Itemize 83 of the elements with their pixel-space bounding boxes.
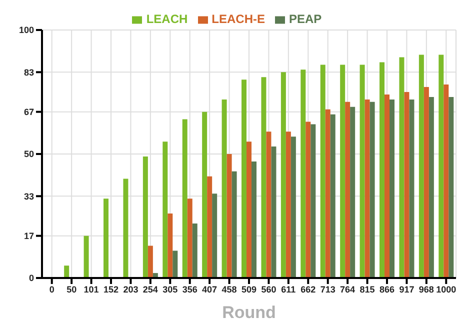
legend-label: LEACH-E [212, 12, 265, 26]
bar [168, 214, 173, 278]
bar [428, 96, 434, 278]
bar [418, 54, 424, 278]
bar [310, 124, 316, 278]
bar [286, 132, 291, 278]
bar [64, 266, 70, 278]
bar [261, 77, 266, 278]
x-tick-label: 713 [320, 284, 336, 294]
bar [384, 94, 390, 278]
bar [330, 114, 336, 278]
bar [364, 99, 370, 278]
bar [212, 194, 218, 278]
bar [123, 178, 128, 278]
x-tick-label: 101 [84, 284, 99, 294]
bar [345, 102, 350, 278]
bar [350, 106, 356, 278]
bar [340, 64, 346, 278]
x-tick-label: 254 [142, 284, 158, 294]
bar [222, 99, 227, 278]
bar [448, 96, 454, 278]
bar [252, 161, 257, 278]
bar [290, 136, 296, 278]
x-tick-label: 1000 [436, 284, 456, 294]
bar [172, 250, 178, 278]
x-tick-label: 968 [418, 284, 434, 294]
bar [370, 102, 375, 278]
x-tick-label: 0 [49, 284, 54, 294]
bar [226, 154, 232, 278]
y-tick-label: 83 [24, 67, 34, 78]
bar [438, 54, 444, 278]
bar [192, 223, 198, 278]
bar [325, 109, 330, 278]
x-tick-label: 662 [300, 284, 316, 294]
y-tick-label: 50 [24, 149, 34, 160]
legend-label: PEAP [289, 12, 322, 26]
bar [280, 72, 286, 278]
bar [444, 84, 449, 278]
x-tick-label: 509 [241, 284, 257, 294]
bar [380, 62, 385, 278]
y-tick-label: 67 [24, 107, 34, 118]
x-tick-label: 407 [202, 284, 218, 294]
bar [399, 57, 404, 278]
bar [182, 119, 188, 278]
x-axis-title: Round [222, 303, 276, 322]
y-tick-label: 33 [24, 191, 34, 202]
bar [320, 64, 326, 278]
x-tick-label: 356 [182, 284, 198, 294]
x-tick-label: 764 [340, 284, 356, 294]
bar [202, 112, 208, 278]
x-tick-label: 152 [103, 284, 119, 294]
x-tick-label: 305 [162, 284, 178, 294]
y-tick-label: 0 [28, 273, 34, 284]
bar [424, 87, 429, 278]
bar [84, 236, 89, 278]
bar [142, 156, 148, 278]
x-tick-label: 560 [261, 284, 276, 294]
x-tick-label: 50 [66, 284, 77, 294]
y-tick-label: 17 [24, 231, 34, 242]
bar [300, 70, 306, 278]
bar [242, 80, 247, 278]
x-tick-label: 203 [123, 284, 138, 294]
x-tick-label: 458 [222, 284, 237, 294]
bar [246, 142, 252, 278]
bar [104, 198, 109, 278]
bar [162, 142, 168, 278]
bar [390, 99, 395, 278]
bar [404, 92, 410, 278]
bar [306, 122, 311, 278]
bar [409, 99, 414, 278]
bar [207, 176, 212, 278]
y-tick-label: 100 [18, 25, 34, 36]
bar [271, 146, 276, 278]
bar [232, 171, 237, 278]
bar [360, 64, 365, 278]
x-tick-label: 866 [379, 284, 395, 294]
bar [148, 246, 153, 278]
legend-label: LEACH [146, 12, 188, 26]
x-tick-label: 815 [360, 284, 375, 294]
bar [187, 198, 192, 278]
x-tick-label: 917 [399, 284, 414, 294]
bar [266, 132, 272, 278]
x-tick-label: 611 [281, 284, 296, 294]
